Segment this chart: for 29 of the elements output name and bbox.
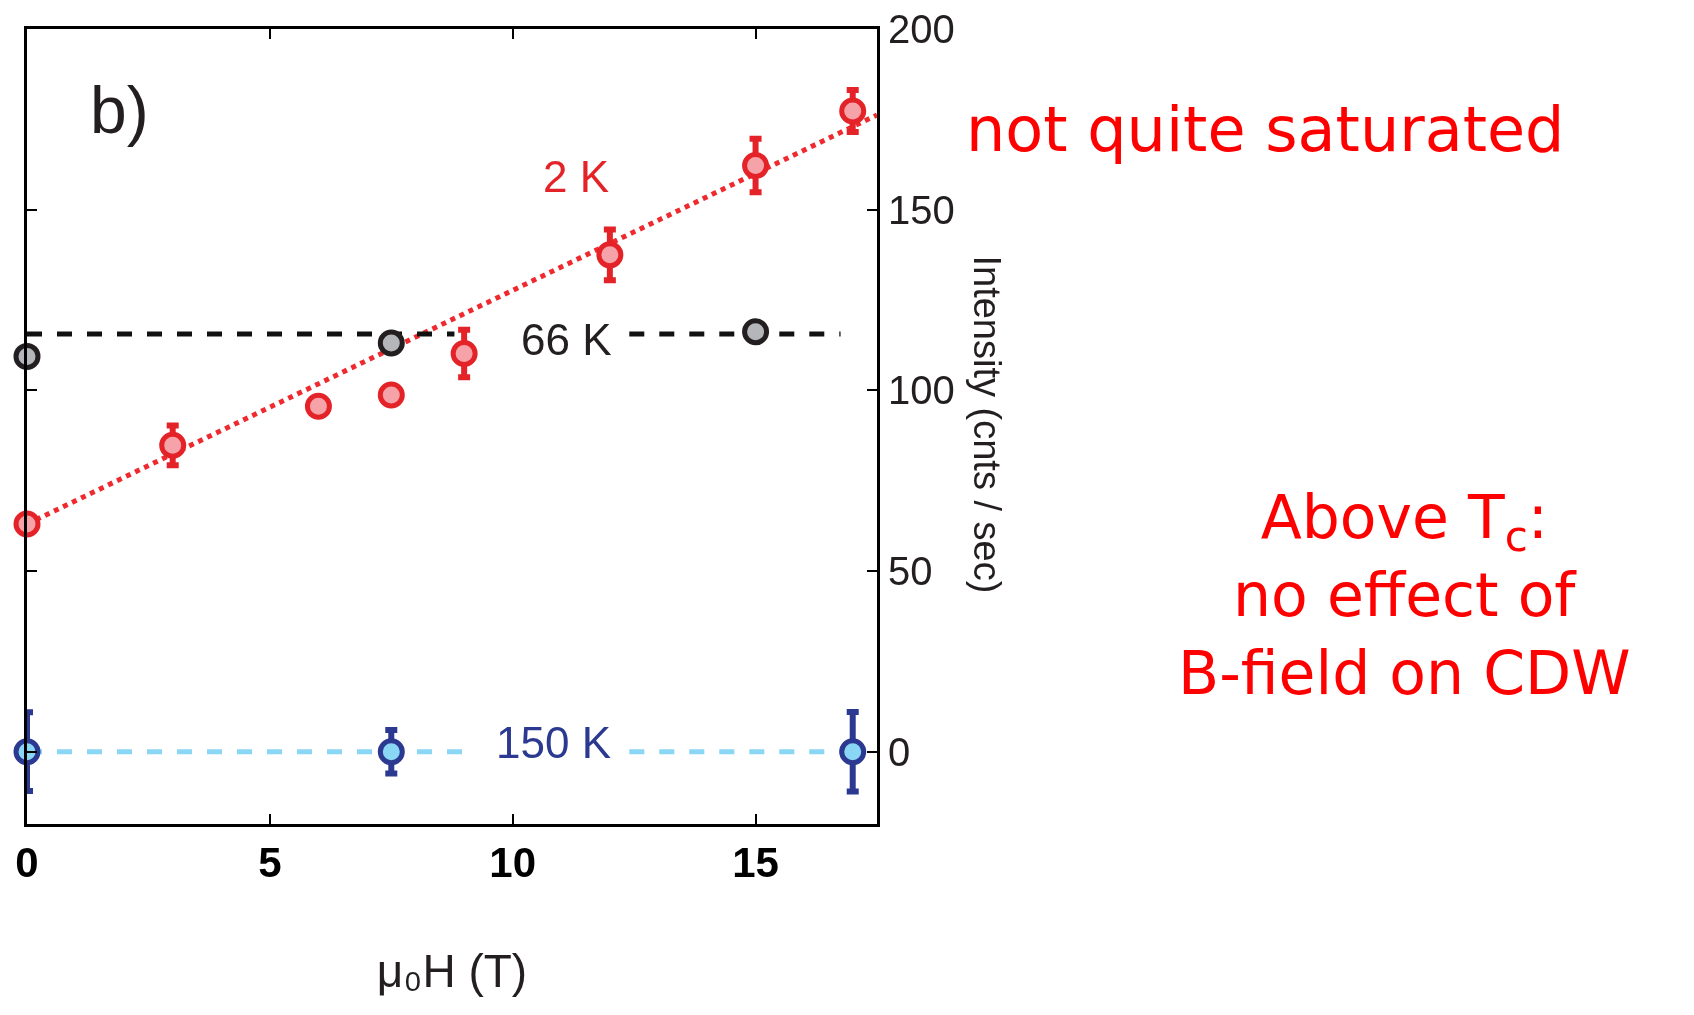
annotation: b) bbox=[90, 73, 149, 147]
point bbox=[377, 738, 405, 766]
annotation: 150 K bbox=[496, 718, 611, 767]
point bbox=[839, 738, 867, 766]
point bbox=[13, 510, 41, 538]
x-tick-label: 0 bbox=[15, 839, 39, 887]
point bbox=[377, 329, 405, 357]
y-tick-label: 0 bbox=[888, 729, 911, 774]
point bbox=[596, 241, 624, 269]
annotation: 2 K bbox=[543, 152, 610, 201]
text: Above T$_{c}$: no effect of B-field on CDW bbox=[1178, 482, 1631, 708]
y-tick-label: 100 bbox=[888, 368, 955, 413]
text: not quite saturated bbox=[966, 93, 1565, 166]
x-axis-title: μ₀H (T) bbox=[376, 945, 528, 998]
annotation: 66 K bbox=[521, 315, 612, 364]
y-tick-label: 150 bbox=[888, 187, 955, 232]
y-tick-label: 200 bbox=[888, 7, 955, 51]
point bbox=[304, 392, 332, 420]
y-axis-title: Intensity (cnts / sec) bbox=[966, 255, 1009, 594]
point bbox=[742, 318, 770, 346]
point bbox=[839, 97, 867, 125]
x-tick-label: 15 bbox=[732, 839, 779, 887]
x-tick-label: 10 bbox=[489, 839, 537, 887]
point bbox=[742, 152, 770, 180]
point bbox=[377, 381, 405, 409]
point bbox=[159, 431, 187, 459]
point bbox=[450, 340, 478, 367]
x-tick-label: 5 bbox=[258, 839, 282, 887]
y-tick-label: 50 bbox=[888, 549, 933, 594]
